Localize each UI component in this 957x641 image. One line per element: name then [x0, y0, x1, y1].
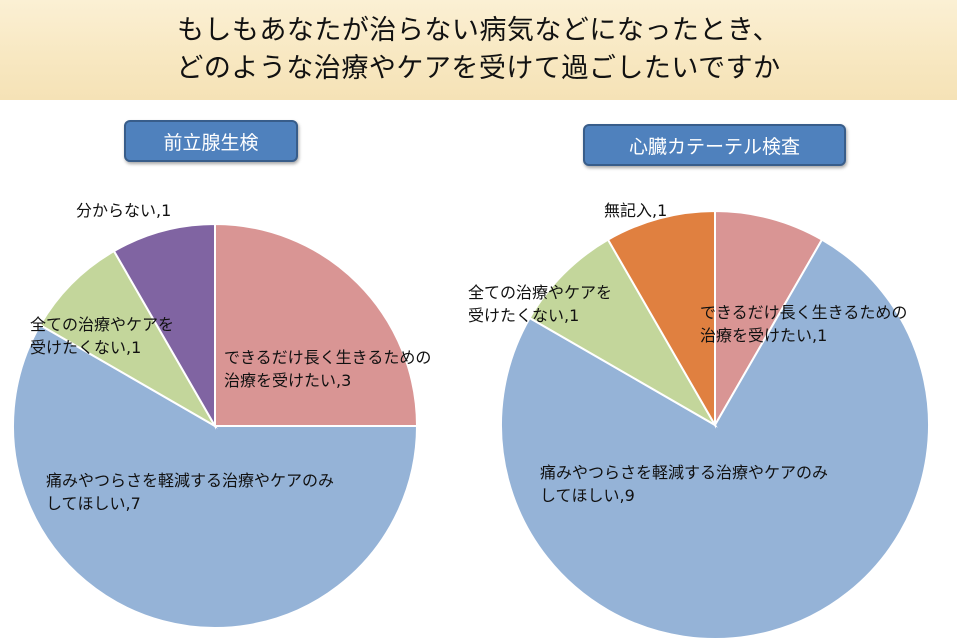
pie-slice-0-0	[214, 222, 419, 427]
pie-slice-1-0	[714, 209, 824, 429]
pie-slice-0-1	[12, 323, 419, 629]
data-label-1-1: 痛みやつらさを軽減する治療やケアのみしてほしい,9	[540, 463, 828, 505]
chart-title-prostate-biopsy: 前立腺生検	[124, 120, 298, 162]
data-label-1-0: できるだけ長く生きるための治療を受けたい,1	[700, 303, 907, 345]
data-label-1-2: 全ての治療やケアを受けたくない,1	[468, 283, 612, 325]
page-title-line2: どのような治療やケアを受けて過ごしたいですか	[176, 53, 781, 84]
data-label-0-3: 分からない,1	[76, 201, 171, 220]
pie-slice-1-3	[606, 209, 716, 429]
pie-slice-1-2	[528, 238, 718, 428]
data-label-1-3: 無記入,1	[604, 201, 667, 220]
page-title-line1: もしもあなたが治らない病気などになったとき、	[176, 15, 781, 46]
data-label-0-1: 痛みやつらさを軽減する治療やケアのみしてほしい,7	[46, 471, 334, 513]
pie-slice-0-3	[112, 222, 216, 430]
chart-title-cardiac-catheterization: 心臓カテーテル検査	[583, 124, 846, 166]
pie-slice-0-2	[38, 249, 218, 429]
data-label-0-2: 全ての治療やケアを受けたくない,1	[30, 315, 174, 357]
data-label-0-0: できるだけ長く生きるための治療を受けたい,3	[224, 348, 431, 390]
title-banner	[0, 0, 957, 100]
pie-slice-1-1	[500, 238, 930, 640]
